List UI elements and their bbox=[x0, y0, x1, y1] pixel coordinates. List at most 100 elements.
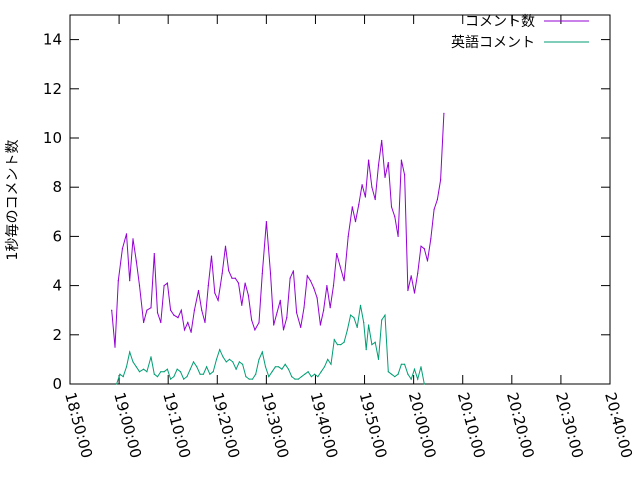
data-point bbox=[303, 307, 305, 309]
data-point bbox=[292, 270, 294, 272]
data-point bbox=[390, 373, 393, 375]
data-point bbox=[255, 373, 257, 375]
data-point bbox=[173, 376, 175, 378]
data-point bbox=[330, 363, 332, 365]
data-point bbox=[201, 309, 203, 311]
data-point bbox=[394, 376, 396, 378]
x-tick-label: 19:20:00 bbox=[208, 390, 243, 460]
data-point bbox=[276, 312, 278, 314]
y-tick-label: 12 bbox=[43, 80, 62, 98]
data-point bbox=[420, 366, 422, 368]
data-point bbox=[170, 309, 172, 311]
data-point bbox=[132, 361, 134, 363]
data-point bbox=[363, 321, 365, 324]
data-point bbox=[323, 366, 326, 368]
x-tick-label: 19:50:00 bbox=[356, 390, 391, 460]
data-point bbox=[206, 366, 208, 368]
plot-frame bbox=[69, 14, 611, 385]
legend-label: 英語コメント bbox=[451, 34, 535, 51]
data-point bbox=[232, 361, 234, 363]
data-point bbox=[228, 358, 231, 360]
data-point bbox=[365, 349, 367, 351]
x-tick-label: 18:50:00 bbox=[61, 390, 96, 460]
data-point bbox=[400, 363, 402, 365]
data-point bbox=[310, 376, 312, 378]
x-tick-label: 19:10:00 bbox=[159, 390, 194, 460]
data-point bbox=[204, 321, 206, 324]
data-point bbox=[196, 366, 198, 368]
data-point bbox=[358, 203, 360, 205]
data-point bbox=[381, 319, 383, 321]
x-tick-label: 19:40:00 bbox=[307, 390, 342, 460]
x-tick-label: 20:40:00 bbox=[601, 390, 636, 460]
data-point bbox=[443, 112, 445, 114]
data-point bbox=[359, 304, 362, 306]
data-point bbox=[282, 329, 285, 331]
data-point bbox=[129, 280, 131, 282]
data-point bbox=[111, 309, 113, 311]
data-point bbox=[377, 358, 380, 360]
series-layer bbox=[111, 112, 445, 385]
data-point bbox=[129, 351, 131, 353]
data-point bbox=[384, 314, 386, 316]
y-tick-label: 14 bbox=[43, 31, 62, 49]
legend-label: コメント数 bbox=[465, 14, 535, 30]
data-point bbox=[221, 272, 223, 274]
data-point bbox=[132, 238, 134, 240]
data-point bbox=[397, 235, 399, 237]
data-point bbox=[440, 179, 442, 181]
y-tick-label: 4 bbox=[52, 277, 62, 295]
data-point bbox=[125, 233, 128, 235]
data-point bbox=[387, 371, 389, 373]
data-point bbox=[207, 285, 209, 287]
data-point bbox=[264, 366, 267, 368]
data-point bbox=[346, 329, 348, 331]
data-point bbox=[212, 371, 214, 373]
data-point bbox=[436, 198, 438, 201]
data-point bbox=[176, 368, 178, 370]
data-point bbox=[177, 317, 179, 319]
data-point bbox=[231, 277, 233, 279]
data-point bbox=[371, 344, 373, 346]
y-axis-title: 1秒毎のコメント数 bbox=[5, 140, 21, 261]
data-point bbox=[138, 285, 141, 287]
data-point bbox=[430, 238, 432, 240]
data-point bbox=[199, 373, 201, 375]
data-point bbox=[354, 221, 357, 223]
data-point bbox=[347, 235, 349, 237]
data-point bbox=[413, 292, 416, 294]
data-point bbox=[316, 297, 318, 299]
data-point bbox=[150, 356, 152, 358]
y-tick-label: 6 bbox=[52, 227, 62, 245]
data-point bbox=[163, 285, 165, 287]
data-point bbox=[326, 285, 328, 287]
x-tick-label: 20:10:00 bbox=[454, 390, 489, 460]
data-point bbox=[284, 363, 286, 365]
data-point bbox=[143, 321, 145, 324]
data-point bbox=[294, 378, 296, 380]
data-point bbox=[423, 383, 425, 385]
data-point bbox=[143, 368, 145, 370]
data-point bbox=[407, 373, 409, 375]
data-point bbox=[125, 366, 128, 368]
data-point bbox=[228, 270, 230, 272]
data-point bbox=[258, 358, 260, 360]
data-point bbox=[214, 292, 216, 294]
data-point bbox=[238, 361, 240, 363]
data-point bbox=[307, 371, 309, 373]
x-tick-label: 19:30:00 bbox=[257, 390, 292, 460]
data-point bbox=[309, 280, 312, 282]
data-point bbox=[377, 164, 380, 166]
data-point bbox=[306, 275, 308, 277]
data-point bbox=[433, 208, 435, 210]
data-point bbox=[163, 371, 165, 373]
y-tick-label: 8 bbox=[52, 178, 62, 196]
data-point bbox=[187, 321, 189, 324]
y-tick-label: 0 bbox=[52, 375, 62, 393]
axes-layer: 0 2 4 6 8 10 12 14 18:50:00 19:00:00 19:10:00 19:20… bbox=[43, 14, 636, 460]
data-point bbox=[122, 376, 124, 378]
data-point bbox=[146, 309, 148, 311]
